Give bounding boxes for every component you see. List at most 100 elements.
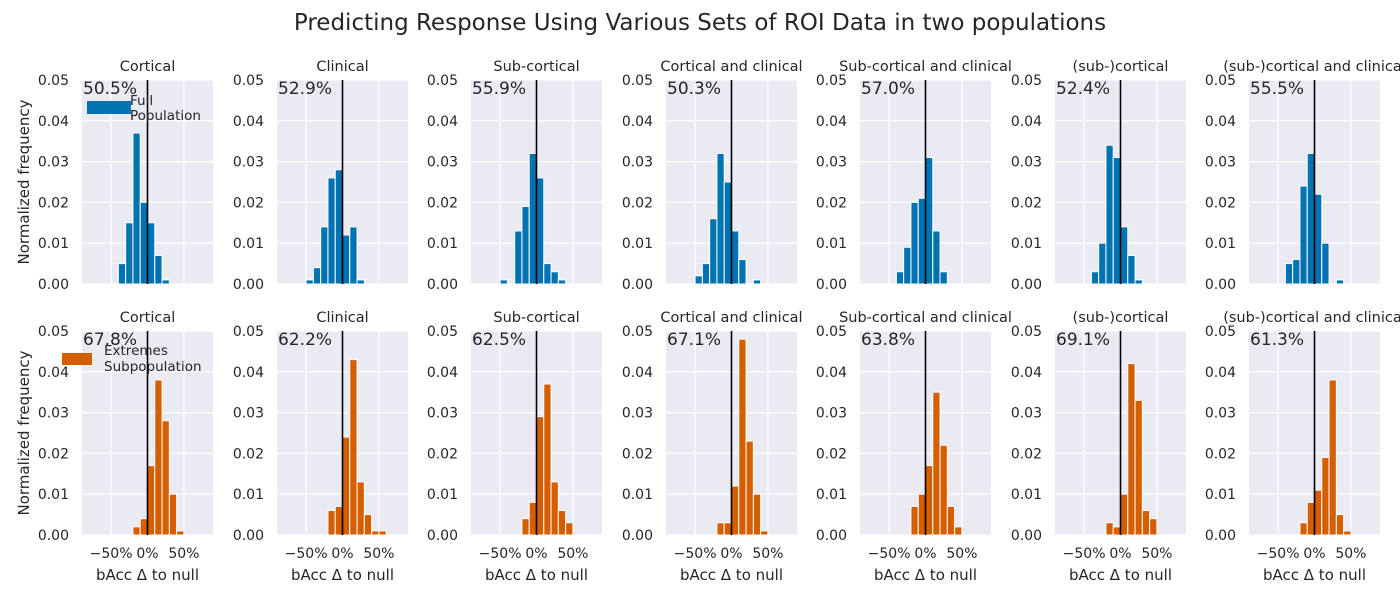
panel-1-4-title: Cortical and clinical bbox=[660, 59, 802, 75]
panel-2-5-histogram-bar bbox=[954, 526, 963, 536]
panel-2-3-x-tick-label: 0% bbox=[525, 546, 547, 562]
panel-1-5-histogram-bar bbox=[903, 246, 912, 285]
panel-2-5-accuracy-label: 63.8% bbox=[861, 330, 915, 350]
panel-2-5-histogram-bar bbox=[939, 444, 948, 536]
panel-2-5-title: Sub-cortical and clinical bbox=[839, 310, 1012, 326]
panel-1-3-y-tick-label: 0.00 bbox=[427, 277, 458, 293]
panel-1-2-histogram-bar bbox=[312, 267, 322, 285]
panel-1-2-histogram-bar bbox=[334, 169, 344, 285]
panel-1-3-histogram-bar bbox=[557, 279, 567, 285]
panel-2-4-x-tick-label: −50% bbox=[674, 546, 717, 562]
panel-1-7-y-tick-label: 0.04 bbox=[1205, 114, 1236, 130]
panel-2-4-x-tick-label: 0% bbox=[720, 546, 742, 562]
panel-2-1-legend-label-line2: Subpopulation bbox=[104, 359, 202, 375]
panel-1-5-histogram-bar bbox=[917, 197, 927, 285]
panel-1-5-y-tick-label: 0.01 bbox=[816, 236, 847, 252]
panel-2-6-y-tick-label: 0.00 bbox=[1011, 528, 1042, 544]
panel-1-2-histogram-bar bbox=[327, 177, 336, 285]
panel-2-4-histogram-bar bbox=[752, 493, 762, 536]
panel-1-6-histogram-bar bbox=[1105, 144, 1114, 285]
panel-2-2-histogram-bar bbox=[378, 530, 387, 536]
panel-2-7-title: (sub-)cortical and clinical bbox=[1223, 310, 1400, 326]
panel-1-3-histogram-bar bbox=[499, 279, 508, 285]
panel-2-7-y-tick-label: 0.05 bbox=[1205, 324, 1236, 340]
panel-2-3-x-tick-label: −50% bbox=[479, 546, 522, 562]
panel-2-7-x-tick-label: 0% bbox=[1303, 546, 1325, 562]
panel-2-1-histogram-bar bbox=[176, 530, 185, 536]
panel-1-3-y-tick-label: 0.03 bbox=[427, 155, 458, 171]
panel-1-3-title: Sub-cortical bbox=[493, 59, 579, 75]
panel-2-7-y-tick-label: 0.03 bbox=[1205, 406, 1236, 422]
panel-1-2-y-tick-label: 0.02 bbox=[233, 195, 264, 211]
panel-2-2-histogram-bar bbox=[356, 481, 365, 536]
panel-2-6-histogram-bar bbox=[1112, 526, 1121, 536]
panel-2-6-histogram-bar bbox=[1149, 518, 1158, 536]
panel-1-5-y-tick-label: 0.03 bbox=[816, 155, 847, 171]
panel-2-6-y-tick-label: 0.01 bbox=[1011, 487, 1042, 503]
panel-1-4-histogram-bar bbox=[738, 259, 747, 285]
panel-1-4-histogram-bar bbox=[701, 263, 711, 285]
panel-1-3-histogram-bar bbox=[514, 230, 523, 285]
panel-2-2-histogram-bar bbox=[363, 514, 373, 536]
panel-1-5-histogram-bar bbox=[910, 201, 919, 285]
panel-2-1-y-tick-label: 0.04 bbox=[38, 365, 69, 381]
panel-1-4-histogram-bar bbox=[694, 275, 703, 285]
panel-1-6-histogram-bar bbox=[1112, 157, 1121, 285]
panel-2-1-histogram-bar bbox=[132, 526, 141, 536]
panel-1-6-title: (sub-)cortical bbox=[1073, 59, 1169, 75]
panel-1-5-y-tick-label: 0.02 bbox=[816, 195, 847, 211]
panel-2-1-legend-label-line1: Extremes bbox=[104, 343, 168, 359]
panel-2-1-x-tick-label: −50% bbox=[90, 546, 133, 562]
panel-2-5-x-tick-label: −50% bbox=[868, 546, 911, 562]
panel-1-7-histogram-bar bbox=[1335, 279, 1345, 285]
panel-1-7-y-tick-label: 0.02 bbox=[1205, 195, 1236, 211]
panel-1-5-y-tick-label: 0.04 bbox=[816, 114, 847, 130]
panel-1-4-y-tick-label: 0.03 bbox=[622, 155, 653, 171]
panel-2-4-histogram-bar bbox=[760, 530, 769, 536]
panel-2-7-y-tick-label: 0.04 bbox=[1205, 365, 1236, 381]
panel-1-2-histogram-bar bbox=[305, 279, 314, 285]
panel-2-7-y-tick-label: 0.02 bbox=[1205, 446, 1236, 462]
panel-2-3-y-tick-label: 0.05 bbox=[427, 324, 458, 340]
panel-1-6-y-tick-label: 0.04 bbox=[1011, 114, 1042, 130]
panel-1-1-histogram-bar bbox=[139, 201, 149, 285]
panel-2-5-histogram-bar bbox=[925, 465, 934, 536]
panel-1-1-y-tick-label: 0.03 bbox=[38, 155, 69, 171]
panel-2-7-histogram-bar bbox=[1321, 456, 1330, 536]
panel-2-2-x-tick-label: 50% bbox=[363, 546, 394, 562]
panel-1-6-histogram-bar bbox=[1134, 279, 1143, 285]
panel-1-3-histogram-bar bbox=[528, 152, 538, 285]
panel-1-1-y-tick-label: 0.01 bbox=[38, 236, 69, 252]
panel-1-2-histogram-bar bbox=[342, 234, 351, 285]
panel-2-5-x-tick-label: 50% bbox=[946, 546, 977, 562]
panel-2-2-y-tick-label: 0.02 bbox=[233, 446, 264, 462]
panel-2-4-histogram-bar bbox=[745, 440, 754, 536]
panel-2-3-histogram-bar bbox=[536, 416, 545, 536]
panel-1-5-title: Sub-cortical and clinical bbox=[839, 59, 1012, 75]
panel-2-3-histogram-bar bbox=[557, 510, 567, 536]
panel-1-4-y-tick-label: 0.02 bbox=[622, 195, 653, 211]
panel-2-4-histogram-bar bbox=[716, 522, 725, 536]
panel-2-7-histogram-bar bbox=[1328, 379, 1337, 536]
panel-2-2-x-axis-label: bAcc Δ to null bbox=[291, 566, 394, 584]
panel-1-2-histogram-bar bbox=[356, 279, 365, 285]
panel-1-3-y-tick-label: 0.01 bbox=[427, 236, 458, 252]
panel-2-1-y-tick-label: 0.05 bbox=[38, 324, 69, 340]
panel-2-2-x-tick-label: 0% bbox=[331, 546, 353, 562]
panel-1-2-y-tick-label: 0.05 bbox=[233, 73, 264, 89]
panel-2-7-y-tick-label: 0.01 bbox=[1205, 487, 1236, 503]
panel-2-6-x-tick-label: 0% bbox=[1109, 546, 1131, 562]
panel-2-5-histogram-bar bbox=[917, 493, 927, 536]
panel-2-3-histogram-bar bbox=[565, 522, 574, 536]
panel-2-5-y-tick-label: 0.02 bbox=[816, 446, 847, 462]
panel-1-4-histogram-bar bbox=[752, 279, 762, 285]
panel-2-1-y-tick-label: 0.02 bbox=[38, 446, 69, 462]
panel-2-2-histogram-bar bbox=[371, 530, 380, 536]
panel-2-4-y-tick-label: 0.02 bbox=[622, 446, 653, 462]
panel-2-5-x-tick-label: 0% bbox=[914, 546, 936, 562]
panel-1-5-histogram-bar bbox=[932, 230, 941, 285]
panel-2-6-histogram-bar bbox=[1134, 399, 1143, 536]
panel-2-5-y-tick-label: 0.01 bbox=[816, 487, 847, 503]
